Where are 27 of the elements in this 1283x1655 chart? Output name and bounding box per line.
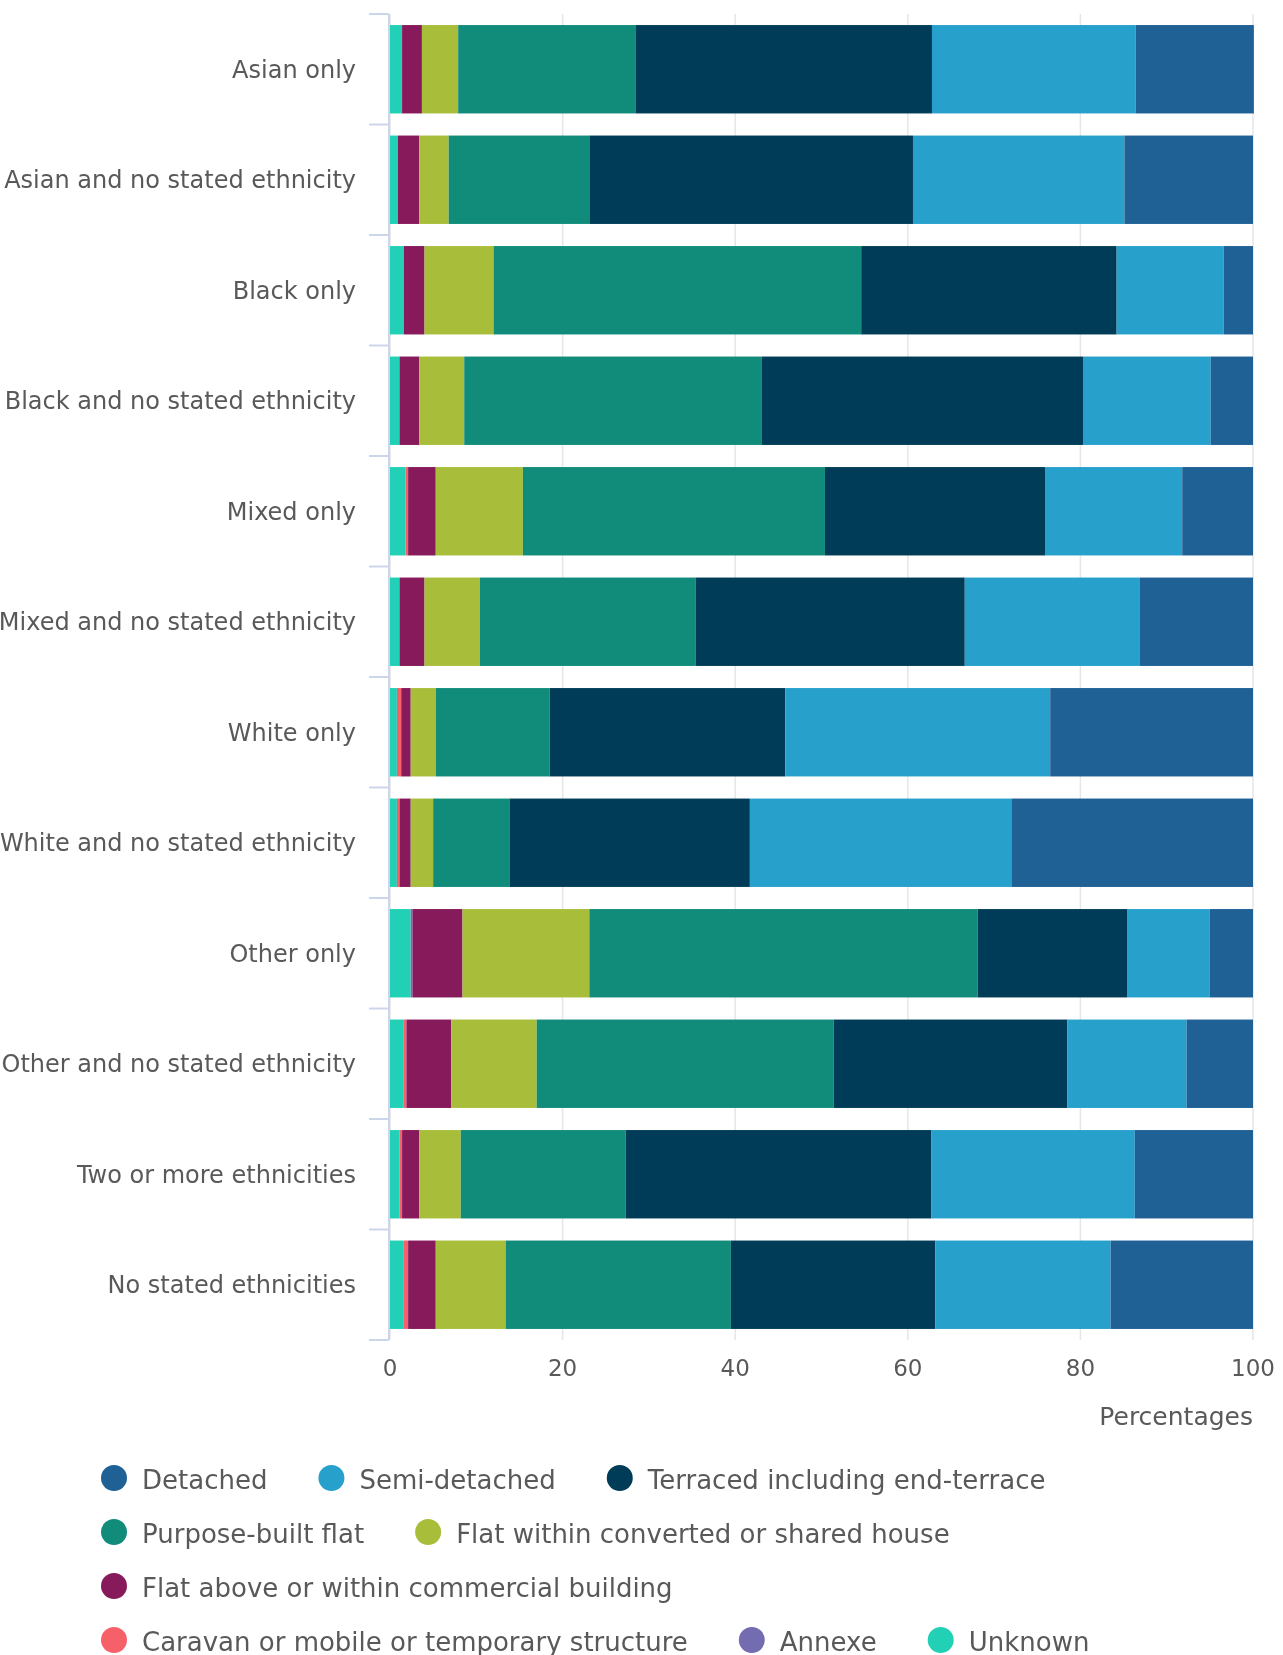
y-tick-label: Mixed and no stated ethnicity [0,608,356,637]
legend-label: Flat within converted or shared house [456,1519,950,1550]
y-tick-label: Other and no stated ethnicity [1,1050,356,1079]
x-tick-label: 100 [1231,1355,1275,1381]
legend-label: Purpose-built flat [142,1519,365,1550]
y-tick-label: Mixed only [226,497,356,526]
legend-label: Detached [142,1465,268,1496]
y-tick-label: White and no stated ethnicity [0,829,356,858]
y-tick-label: Black and no stated ethnicity [4,387,356,416]
x-tick-label: 20 [547,1355,578,1381]
y-tick-label: White only [227,718,356,747]
legend-label: Annexe [779,1627,877,1655]
x-tick-label: 80 [1065,1355,1096,1381]
y-tick-label: Asian and no stated ethnicity [4,166,356,195]
x-axis-title: Percentages [1099,1402,1253,1431]
legend-label: Semi-detached [359,1465,556,1496]
y-tick-label: Black only [232,276,356,305]
y-tick-label: No stated ethnicities [107,1271,356,1300]
x-tick-label: 0 [382,1355,398,1381]
legend-label: Flat above or within commercial building [142,1573,673,1604]
x-tick-label: 60 [893,1355,923,1381]
legend-label: Terraced including end-terrace [646,1465,1046,1496]
x-tick-label: 40 [720,1355,750,1381]
y-tick-label: Asian only [232,55,356,84]
y-tick-label: Other only [229,939,356,968]
legend-label: Unknown [968,1627,1090,1655]
y-tick-label: Two or more ethnicities [75,1160,356,1189]
